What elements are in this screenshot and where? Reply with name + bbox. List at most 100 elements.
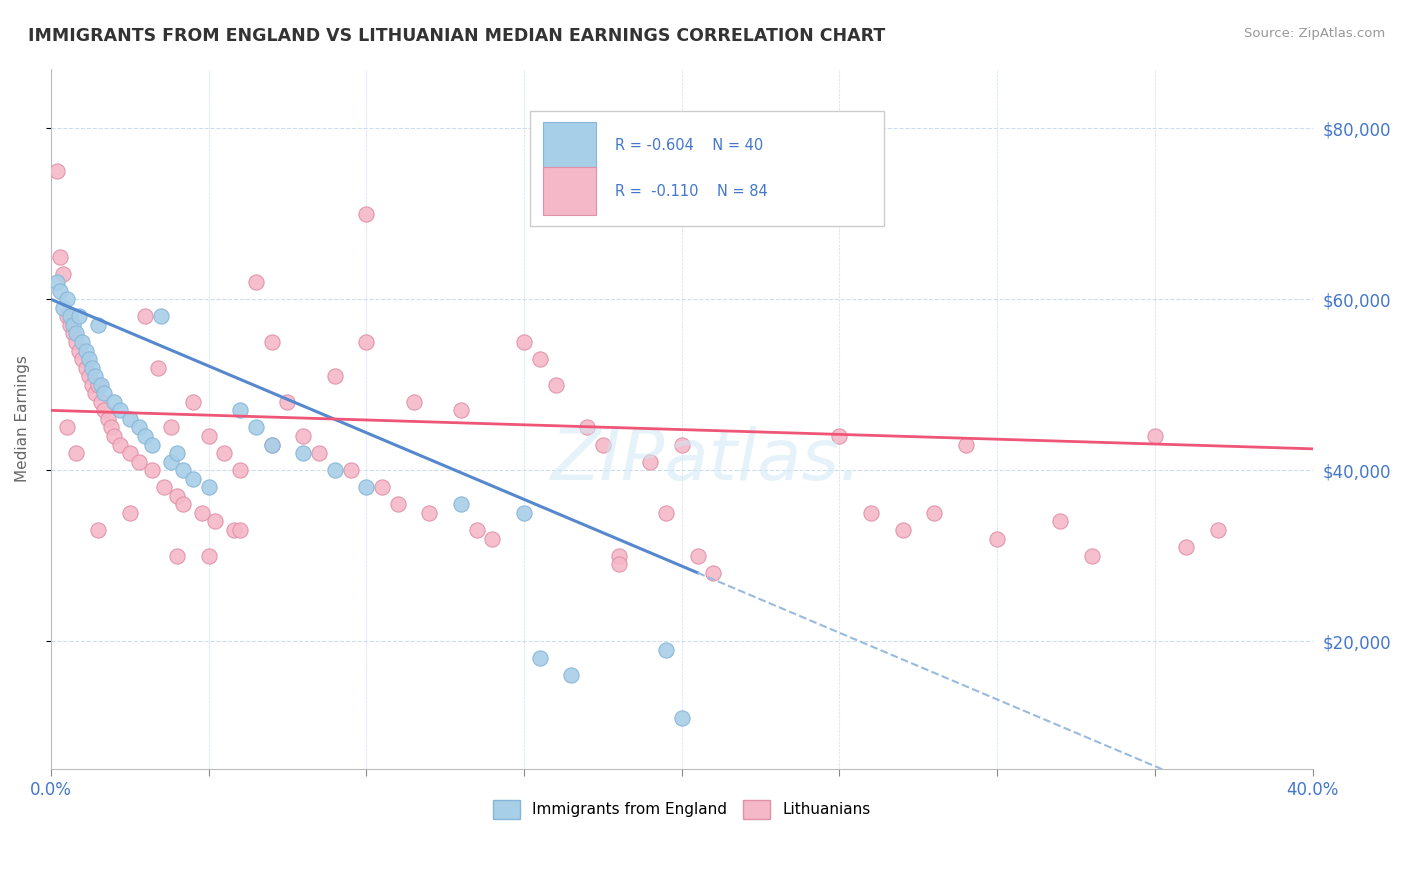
Point xyxy=(245,275,267,289)
Point xyxy=(166,489,188,503)
Point xyxy=(181,472,204,486)
Point xyxy=(75,360,97,375)
Text: ZIPatlas.: ZIPatlas. xyxy=(551,426,863,495)
Point xyxy=(702,566,724,580)
Point xyxy=(134,310,156,324)
Point xyxy=(197,480,219,494)
Point xyxy=(49,284,72,298)
Point xyxy=(67,343,90,358)
Bar xyxy=(543,122,596,169)
Point xyxy=(592,437,614,451)
Point xyxy=(150,310,173,324)
Point xyxy=(986,532,1008,546)
Point xyxy=(100,420,122,434)
Point xyxy=(229,523,252,537)
Point xyxy=(323,463,346,477)
Point xyxy=(356,480,378,494)
Point xyxy=(87,377,110,392)
Point xyxy=(141,437,163,451)
Point xyxy=(93,386,115,401)
Text: R =  -0.110    N = 84: R = -0.110 N = 84 xyxy=(614,184,768,199)
Point xyxy=(481,532,503,546)
Point xyxy=(655,642,678,657)
Point xyxy=(229,403,252,417)
Point xyxy=(62,326,84,341)
Text: R = -0.604    N = 40: R = -0.604 N = 40 xyxy=(614,138,763,153)
Point xyxy=(891,523,914,537)
Y-axis label: Median Earnings: Median Earnings xyxy=(15,356,30,483)
Point xyxy=(544,377,567,392)
Point xyxy=(65,334,87,349)
Point xyxy=(638,455,661,469)
Point xyxy=(72,352,94,367)
Point xyxy=(153,480,176,494)
Point xyxy=(72,334,94,349)
Point xyxy=(80,360,103,375)
Point xyxy=(260,437,283,451)
Point xyxy=(59,318,82,332)
Point xyxy=(166,549,188,563)
Point xyxy=(204,515,226,529)
Point xyxy=(103,429,125,443)
Point xyxy=(513,334,536,349)
Point xyxy=(922,506,945,520)
Point xyxy=(172,463,194,477)
Point xyxy=(49,250,72,264)
Point xyxy=(93,403,115,417)
Text: IMMIGRANTS FROM ENGLAND VS LITHUANIAN MEDIAN EARNINGS CORRELATION CHART: IMMIGRANTS FROM ENGLAND VS LITHUANIAN ME… xyxy=(28,27,886,45)
Point xyxy=(110,437,132,451)
Point xyxy=(118,412,141,426)
Point xyxy=(87,318,110,332)
Point xyxy=(197,429,219,443)
Point xyxy=(387,497,409,511)
Point xyxy=(55,420,77,434)
Point xyxy=(67,310,90,324)
Point xyxy=(59,310,82,324)
Point xyxy=(686,549,709,563)
Point xyxy=(46,164,69,178)
Point xyxy=(1049,515,1071,529)
Point xyxy=(1175,540,1198,554)
Point xyxy=(90,377,112,392)
Point xyxy=(62,318,84,332)
Point xyxy=(1081,549,1104,563)
Legend: Immigrants from England, Lithuanians: Immigrants from England, Lithuanians xyxy=(486,794,877,825)
Point xyxy=(671,711,693,725)
Point xyxy=(828,429,851,443)
Point xyxy=(292,429,315,443)
Point xyxy=(77,369,100,384)
Point xyxy=(450,403,472,417)
Point xyxy=(1206,523,1229,537)
Point xyxy=(529,352,551,367)
Point xyxy=(955,437,977,451)
Point xyxy=(276,394,298,409)
Point xyxy=(339,463,361,477)
Point xyxy=(450,497,472,511)
Point xyxy=(402,394,425,409)
Point xyxy=(671,190,693,204)
Point xyxy=(65,326,87,341)
Point xyxy=(87,523,110,537)
Point xyxy=(214,446,236,460)
Point xyxy=(84,386,107,401)
Point xyxy=(172,497,194,511)
Point xyxy=(859,506,882,520)
Point xyxy=(118,506,141,520)
Point xyxy=(356,207,378,221)
Point xyxy=(260,334,283,349)
Point xyxy=(356,334,378,349)
Point xyxy=(323,369,346,384)
Point xyxy=(1143,429,1166,443)
Point xyxy=(229,463,252,477)
Point xyxy=(181,394,204,409)
Point xyxy=(671,437,693,451)
Point xyxy=(46,275,69,289)
Point xyxy=(576,420,599,434)
Point xyxy=(55,310,77,324)
Point xyxy=(191,506,214,520)
Point xyxy=(418,506,440,520)
Point xyxy=(655,506,678,520)
Point xyxy=(222,523,245,537)
Point xyxy=(371,480,394,494)
Point xyxy=(560,668,582,682)
